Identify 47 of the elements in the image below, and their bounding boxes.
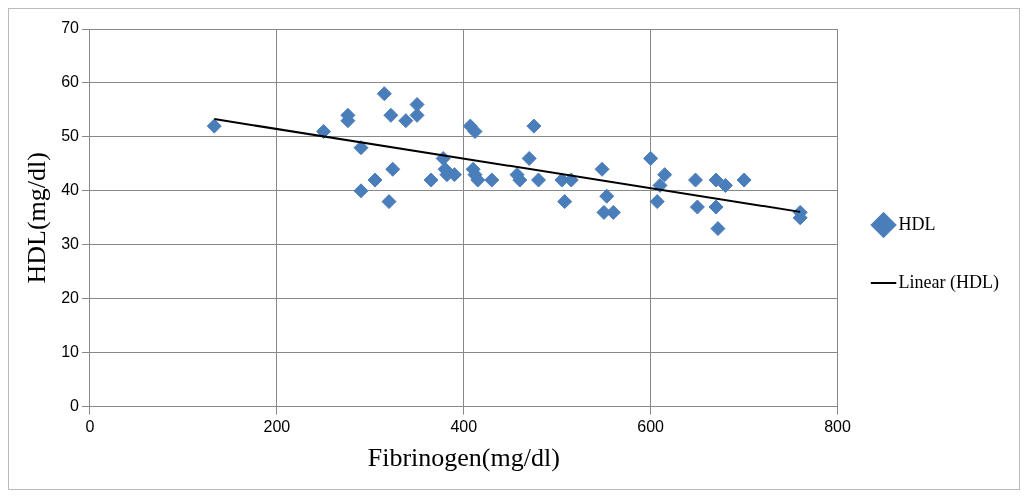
point xyxy=(206,118,222,134)
point xyxy=(376,86,392,102)
x-axis-title: Fibrinogen(mg/dl) xyxy=(367,443,560,473)
point xyxy=(367,172,383,188)
point xyxy=(409,107,425,123)
point xyxy=(353,140,369,156)
legend-label: HDL xyxy=(898,213,936,234)
y-tick-label: 50 xyxy=(61,127,80,145)
point xyxy=(484,172,500,188)
point xyxy=(599,188,615,204)
point xyxy=(708,199,724,215)
y-axis-title: HDL(mg/dl) xyxy=(22,152,52,284)
point xyxy=(557,194,573,210)
point xyxy=(710,221,726,237)
point xyxy=(708,172,724,188)
point xyxy=(717,177,733,193)
point xyxy=(594,161,610,177)
point xyxy=(688,172,704,188)
x-tick-label: 200 xyxy=(263,417,291,435)
y-tick-label: 30 xyxy=(61,235,80,253)
y-tick-label: 10 xyxy=(61,343,80,361)
x-tick-label: 0 xyxy=(85,417,95,435)
legend-label: Linear (HDL) xyxy=(898,271,1000,293)
point xyxy=(531,172,547,188)
x-tick-label: 800 xyxy=(824,417,851,435)
point xyxy=(398,113,414,129)
y-tick-label: 20 xyxy=(61,289,80,307)
point xyxy=(383,107,399,123)
point xyxy=(353,183,369,199)
y-tick-label: 70 xyxy=(61,19,80,37)
point xyxy=(521,150,537,166)
y-tick-label: 0 xyxy=(70,397,80,415)
point xyxy=(316,123,332,139)
y-tick-label: 60 xyxy=(61,73,80,91)
point xyxy=(385,161,401,177)
point xyxy=(689,199,705,215)
x-tick-label: 600 xyxy=(637,417,665,435)
point xyxy=(736,172,752,188)
y-tick-label: 40 xyxy=(61,181,80,199)
x-tick-label: 400 xyxy=(450,417,478,435)
point xyxy=(526,118,542,134)
point xyxy=(423,172,439,188)
point xyxy=(467,123,483,139)
point xyxy=(657,167,673,183)
point xyxy=(649,194,665,210)
point xyxy=(643,150,659,166)
point xyxy=(381,194,397,210)
